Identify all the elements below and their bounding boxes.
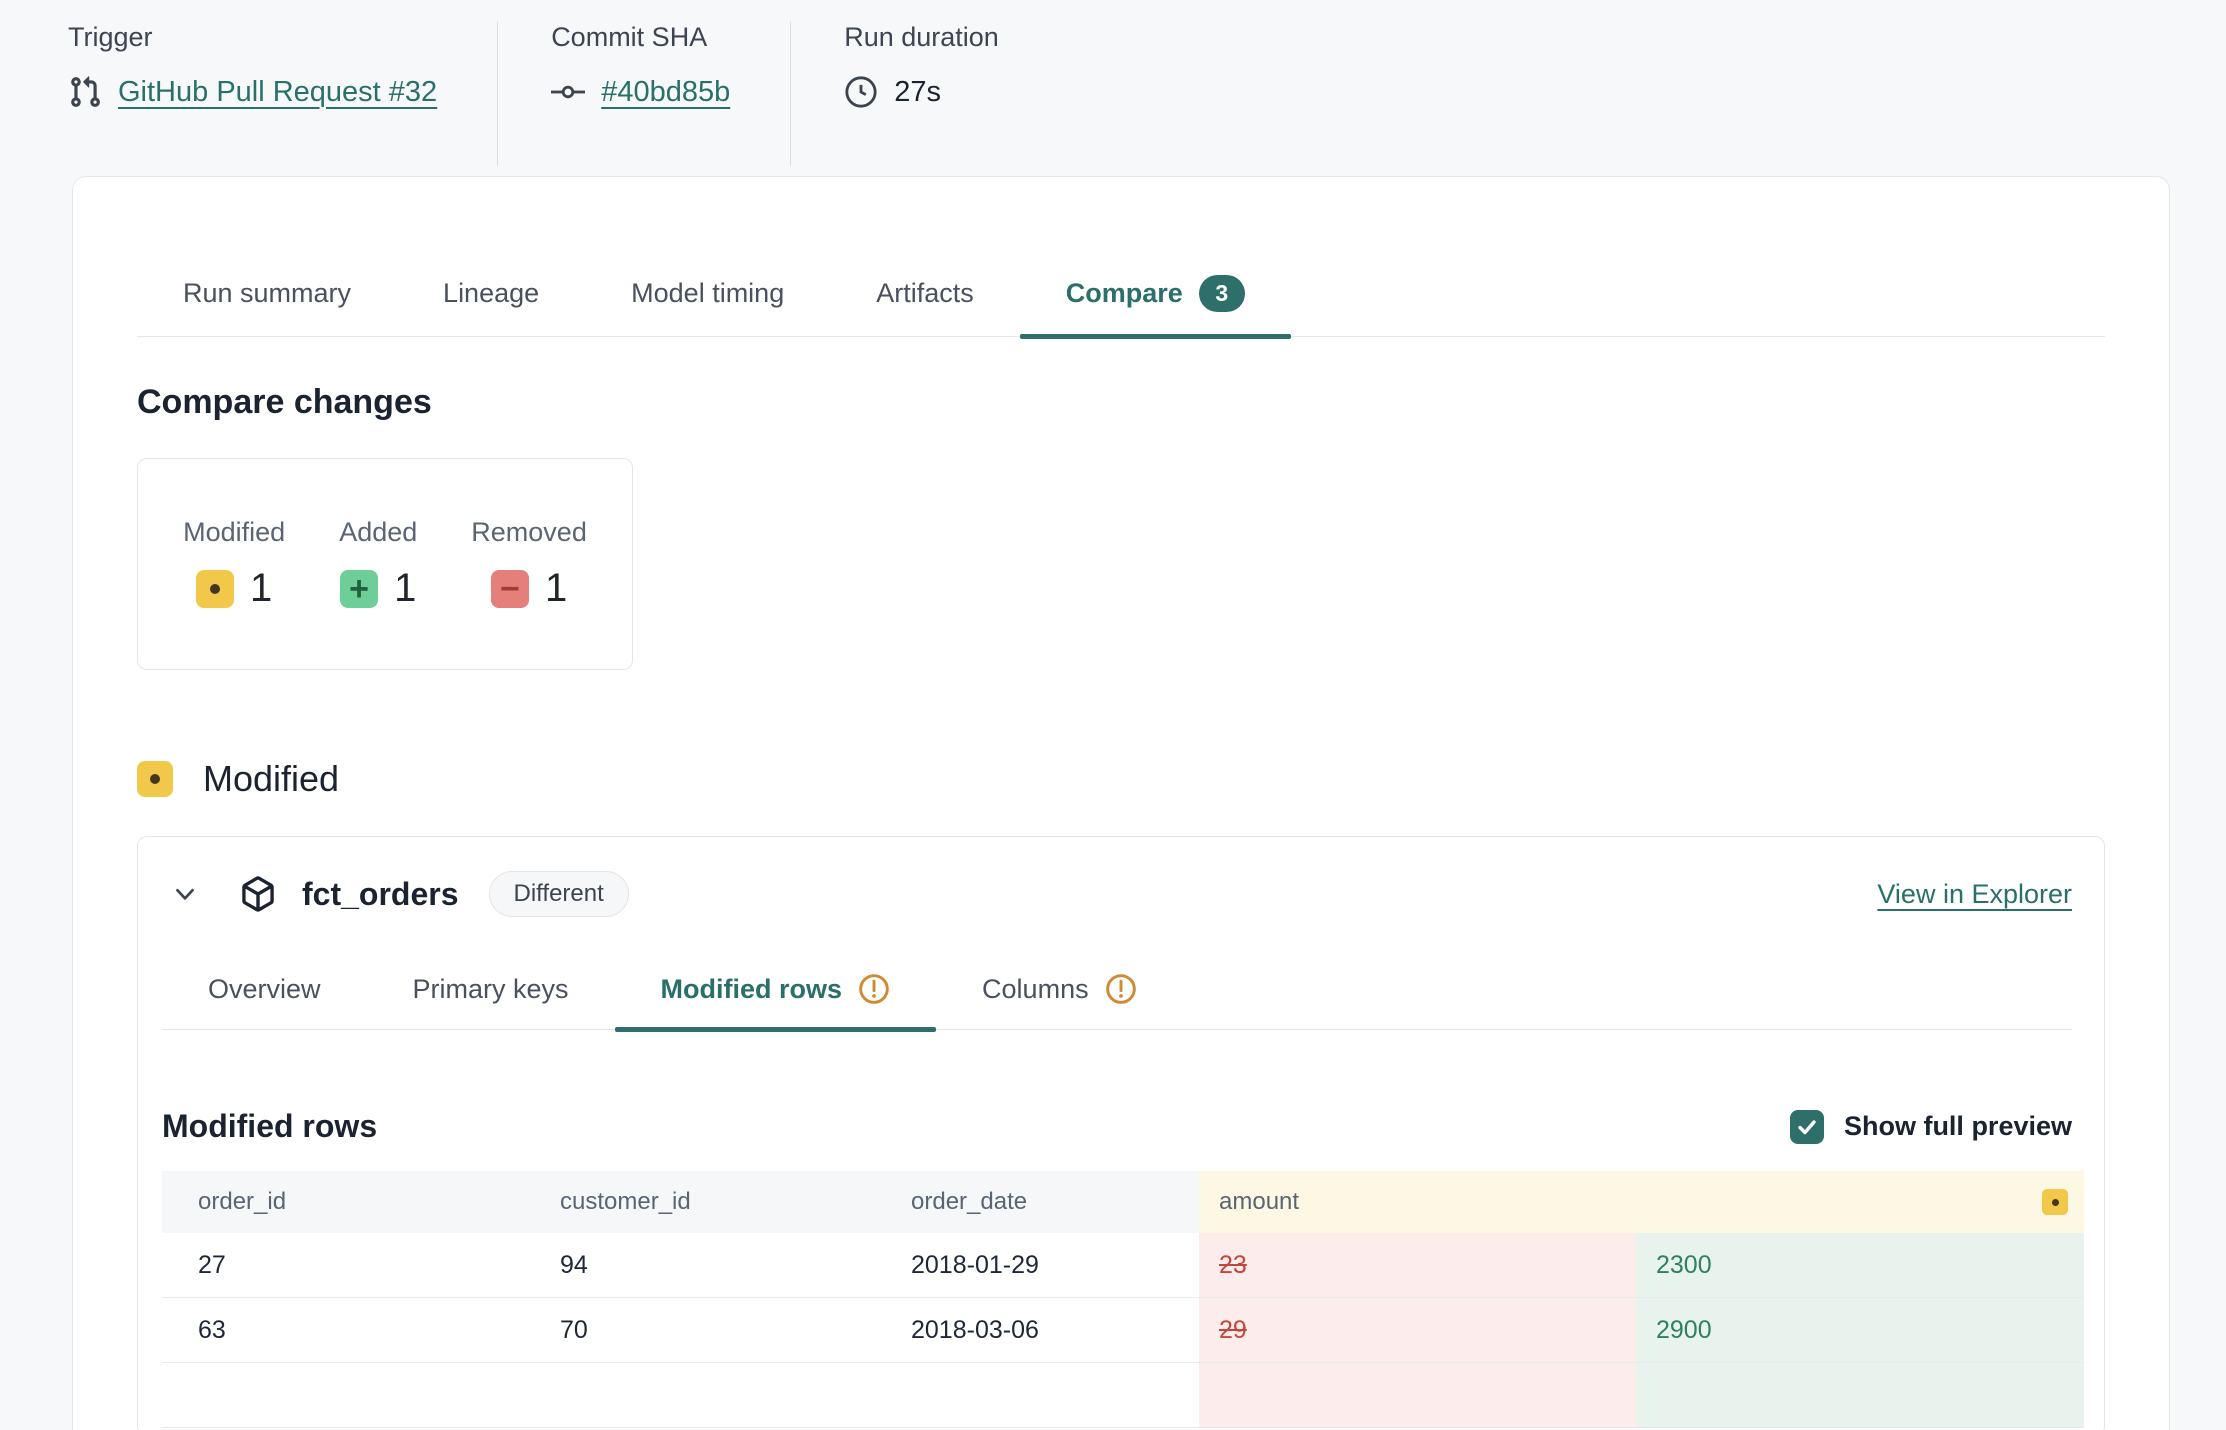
duration-label: Run duration xyxy=(844,22,999,52)
compare-changes-heading: Compare changes xyxy=(137,383,432,421)
tab-columns[interactable]: Columns xyxy=(936,973,1183,1029)
col-order-date: order_date xyxy=(911,1188,1028,1215)
model-tabs: Overview Primary keys Modified rows Colu… xyxy=(162,973,2072,1032)
trigger-label: Trigger xyxy=(68,22,153,52)
trigger-link[interactable]: GitHub Pull Request #32 xyxy=(118,75,438,108)
col-order-id: order_id xyxy=(198,1188,287,1215)
compare-count-badge: 3 xyxy=(1198,275,1245,312)
tab-run-summary[interactable]: Run summary xyxy=(183,278,352,308)
tab-overview[interactable]: Overview xyxy=(208,973,321,1004)
model-header: fct_orders Different View in Explorer xyxy=(162,871,2072,945)
tab-primary-keys[interactable]: Primary keys xyxy=(412,973,569,1004)
commit-label: Commit SHA xyxy=(551,22,708,52)
git-commit-icon xyxy=(551,75,586,109)
modified-dot-icon xyxy=(2042,1189,2068,1215)
tab-modified-rows[interactable]: Modified rows xyxy=(614,973,937,1032)
removed-minus-icon: − xyxy=(490,569,529,608)
warning-icon xyxy=(858,973,890,1005)
tab-compare[interactable]: Compare 3 xyxy=(1019,275,1291,339)
amount-old-value: 29 xyxy=(1199,1298,1636,1362)
added-plus-icon: + xyxy=(340,569,379,608)
modified-section-heading: Modified xyxy=(137,758,2105,800)
show-full-preview-toggle[interactable]: Show full preview xyxy=(1789,1109,2072,1144)
duration-value: 27s xyxy=(894,75,941,108)
table-header-row: order_id customer_id order_date amount xyxy=(162,1171,2084,1233)
modified-rows-table: order_id customer_id order_date amount 2… xyxy=(162,1171,2084,1428)
tab-lineage[interactable]: Lineage xyxy=(443,278,540,308)
added-count: 1 xyxy=(394,566,417,610)
tab-model-timing[interactable]: Model timing xyxy=(631,278,785,308)
amount-old-value: 23 xyxy=(1199,1233,1636,1297)
modified-rows-heading: Modified rows xyxy=(162,1108,378,1144)
modified-dot-icon xyxy=(137,761,173,797)
package-icon xyxy=(240,876,276,912)
commit-sha-link[interactable]: #40bd85b xyxy=(601,75,731,108)
table-row: 63 70 2018-03-06 29 2900 xyxy=(162,1298,2084,1363)
table-row: 27 94 2018-01-29 23 2300 xyxy=(162,1233,2084,1298)
model-name: fct_orders xyxy=(302,875,459,912)
modified-count: 1 xyxy=(250,566,273,610)
modified-dot-icon xyxy=(196,569,235,608)
summary-modified: Modified 1 xyxy=(183,517,286,610)
summary-removed: Removed − 1 xyxy=(471,517,587,610)
col-amount: amount xyxy=(1199,1171,2084,1233)
duration-group: Run duration 27s xyxy=(790,22,1059,176)
run-meta-bar: Trigger GitHub Pull Request #32 Commit S… xyxy=(0,0,2226,176)
run-detail-card: Run summary Lineage Model timing Artifac… xyxy=(72,176,2170,1430)
modified-rows-panel: Modified rows Show full preview order_id… xyxy=(162,1108,2084,1428)
tab-artifacts[interactable]: Artifacts xyxy=(876,278,974,308)
summary-added: Added + 1 xyxy=(339,517,418,610)
warning-icon xyxy=(1105,973,1137,1005)
col-customer-id: customer_id xyxy=(560,1188,691,1215)
removed-count: 1 xyxy=(544,566,568,610)
amount-new-value: 2300 xyxy=(1636,1233,2084,1297)
trigger-group: Trigger GitHub Pull Request #32 xyxy=(68,22,497,176)
amount-old-value xyxy=(1199,1363,1636,1427)
amount-new-value: 2900 xyxy=(1636,1298,2084,1362)
clock-icon xyxy=(844,75,878,109)
status-badge: Different xyxy=(488,871,629,917)
view-in-explorer-link[interactable]: View in Explorer xyxy=(1877,878,2072,909)
table-row xyxy=(162,1363,2084,1428)
checkbox-checked-icon[interactable] xyxy=(1789,1109,1824,1144)
compare-summary-card: Modified 1 Added + 1 Removed − 1 xyxy=(137,458,633,670)
git-pull-request-icon xyxy=(68,75,102,109)
run-tabs: Run summary Lineage Model timing Artifac… xyxy=(137,275,2105,339)
model-card-fct-orders: fct_orders Different View in Explorer Ov… xyxy=(137,836,2105,1430)
commit-group: Commit SHA #40bd85b xyxy=(497,22,790,176)
amount-new-value xyxy=(1636,1363,2084,1427)
chevron-down-icon[interactable] xyxy=(170,879,200,909)
